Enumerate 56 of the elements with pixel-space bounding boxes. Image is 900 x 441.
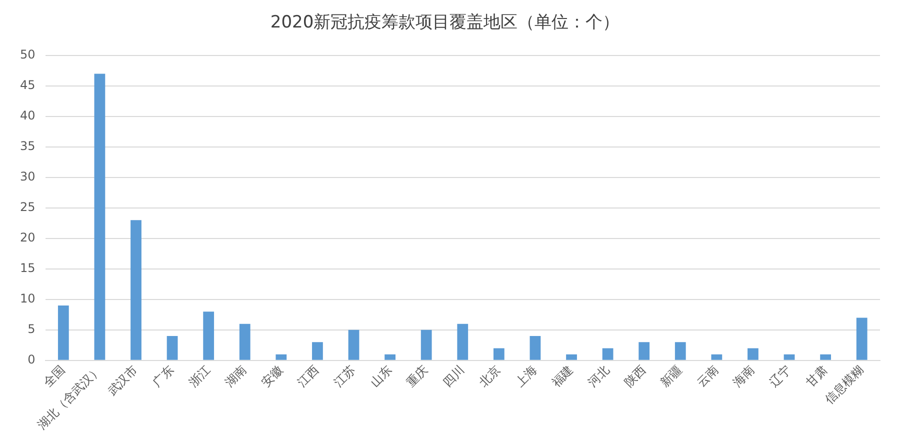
x-tick-label: 江西 xyxy=(294,362,322,390)
x-tick-label: 甘肃 xyxy=(803,362,830,390)
x-tick-label: 武汉市 xyxy=(104,362,140,398)
x-tick-label: 辽宁 xyxy=(766,362,794,390)
y-tick-label: 0 xyxy=(28,352,36,367)
x-tick-label: 广东 xyxy=(150,362,177,390)
bar xyxy=(602,348,614,360)
bar xyxy=(856,318,868,360)
x-tick-label: 陕西 xyxy=(622,362,648,390)
y-tick-label: 20 xyxy=(20,230,36,245)
y-tick-label: 15 xyxy=(20,261,36,276)
x-tick-label: 湖南 xyxy=(222,362,250,390)
x-tick-label: 新疆 xyxy=(658,362,685,390)
x-tick-label: 云南 xyxy=(694,362,722,390)
bar xyxy=(203,312,214,360)
bar xyxy=(493,348,504,360)
x-tick-label: 海南 xyxy=(730,362,758,390)
y-tick-label: 25 xyxy=(20,200,36,214)
bar xyxy=(530,336,541,360)
y-tick-label: 50 xyxy=(20,48,36,62)
x-tick-label: 福建 xyxy=(548,362,576,390)
x-tick-label: 安徽 xyxy=(258,362,286,390)
x-tick-label: 北京 xyxy=(476,362,504,390)
y-tick-label: 30 xyxy=(20,170,36,184)
y-tick-label: 5 xyxy=(28,322,36,336)
x-tick-label: 山东 xyxy=(368,362,394,390)
y-tick-label: 40 xyxy=(20,108,36,123)
bar xyxy=(312,342,323,360)
x-tick-label: 浙江 xyxy=(186,362,213,390)
bar xyxy=(711,354,722,360)
bar xyxy=(166,336,178,360)
bar xyxy=(130,220,142,360)
x-tick-label: 全国 xyxy=(40,362,68,390)
x-tick-label: 重庆 xyxy=(404,362,431,390)
x-tick-label: 四川 xyxy=(440,362,467,390)
y-tick-label: 10 xyxy=(20,292,36,306)
bar xyxy=(276,354,287,360)
x-tick-label: 河北 xyxy=(585,362,612,390)
bar xyxy=(820,354,832,360)
bar xyxy=(94,74,106,360)
chart-title: 2020新冠抗疫筹款项目覆盖地区（单位：个） xyxy=(270,12,620,33)
bar xyxy=(784,354,795,360)
bar xyxy=(58,306,69,360)
bar xyxy=(638,342,650,360)
bar xyxy=(748,348,758,360)
y-tick-label: 45 xyxy=(20,78,36,92)
bar xyxy=(674,342,686,360)
y-tick-label: 35 xyxy=(20,139,36,154)
bar xyxy=(420,330,432,360)
x-tick-label: 上海 xyxy=(512,362,540,390)
bar xyxy=(384,354,396,360)
bar xyxy=(348,330,360,360)
bar xyxy=(239,324,250,360)
bar xyxy=(566,354,577,360)
bar xyxy=(457,324,468,360)
x-tick-label: 江苏 xyxy=(331,362,358,390)
